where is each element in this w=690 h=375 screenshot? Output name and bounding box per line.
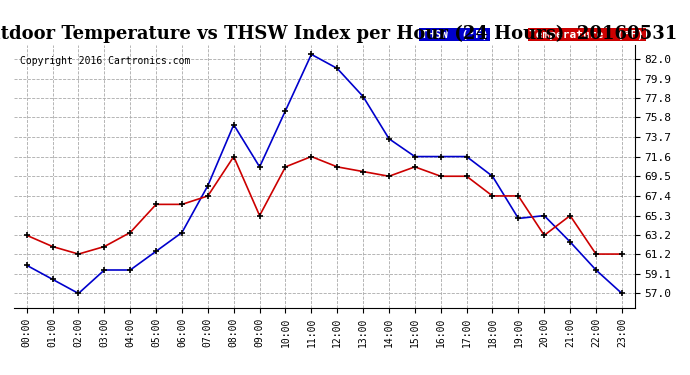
Text: Temperature  (°F): Temperature (°F) xyxy=(529,30,644,40)
Text: Copyright 2016 Cartronics.com: Copyright 2016 Cartronics.com xyxy=(20,56,190,66)
Title: Outdoor Temperature vs THSW Index per Hour (24 Hours)  20160531: Outdoor Temperature vs THSW Index per Ho… xyxy=(0,25,677,44)
Text: THSW  (°F): THSW (°F) xyxy=(421,30,488,40)
